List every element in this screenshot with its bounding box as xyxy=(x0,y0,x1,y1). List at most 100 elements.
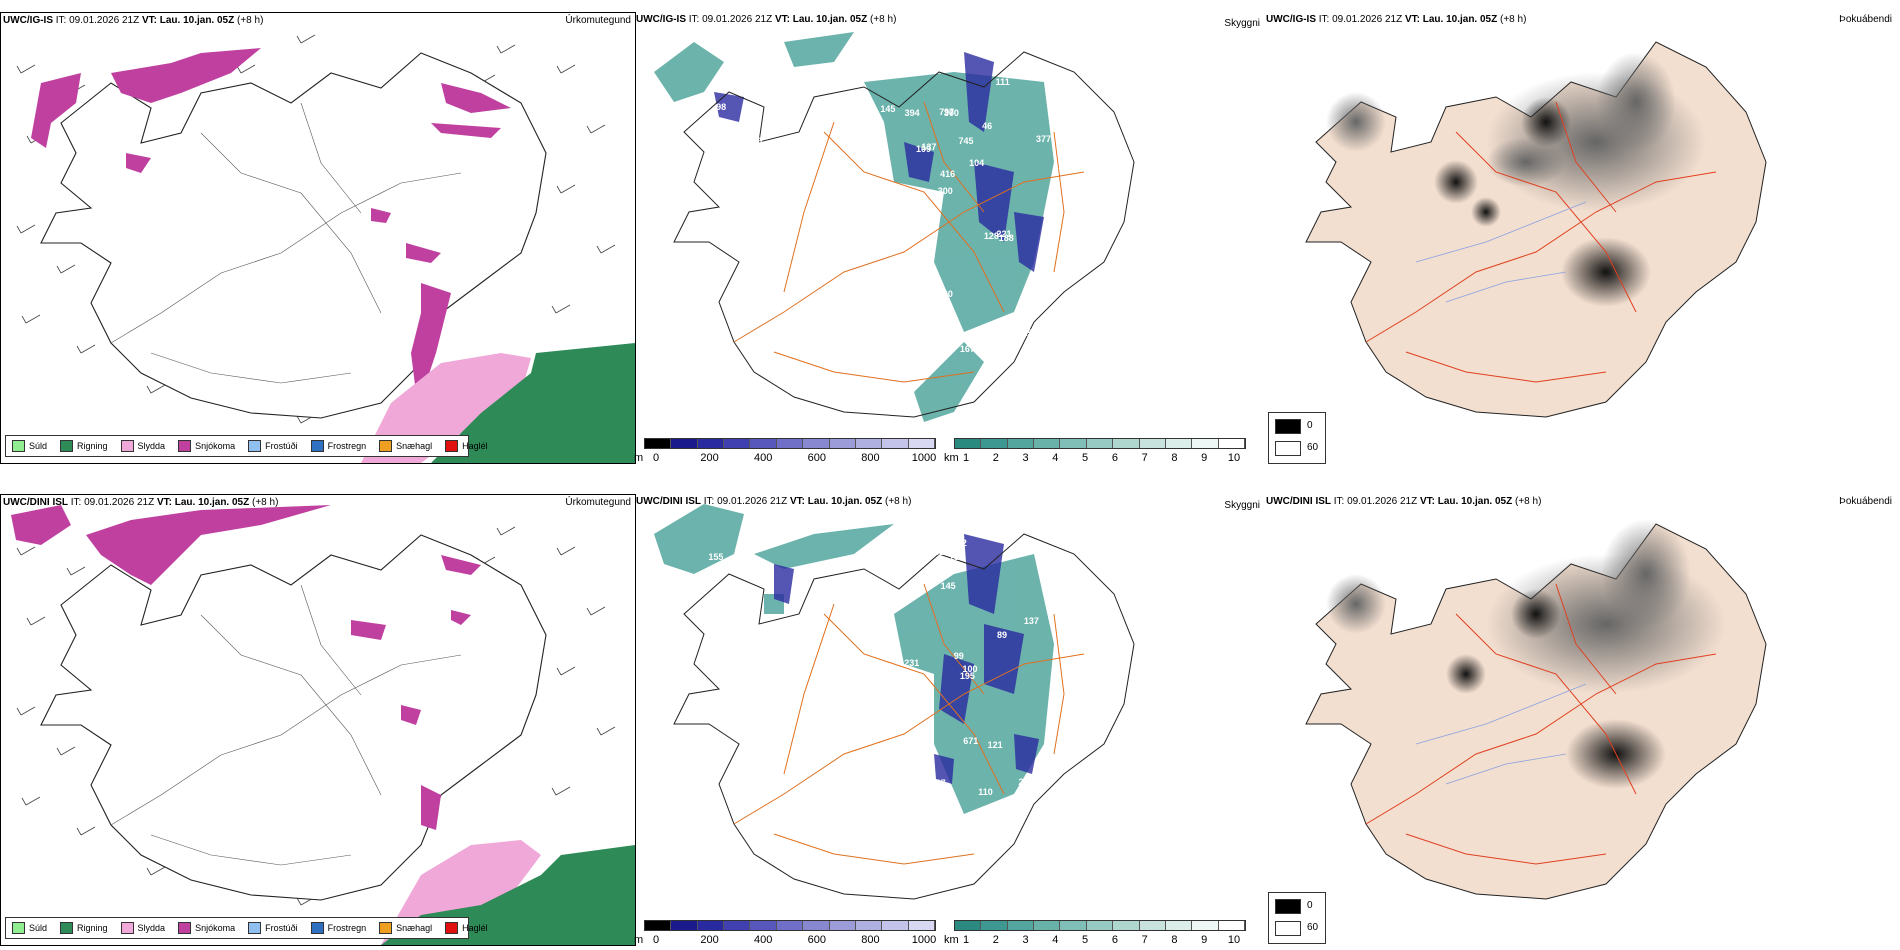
legend-swatch xyxy=(445,440,459,452)
value-label: 202 xyxy=(900,750,916,761)
colorbar-segment xyxy=(645,921,672,930)
legend-item: Snjókoma xyxy=(178,440,235,452)
colorbar-segment xyxy=(697,439,725,448)
it-label: IT: xyxy=(1333,496,1345,507)
colorbar-tick: 8 xyxy=(1171,934,1178,946)
panel-title-precip: Úrkomutegund xyxy=(565,497,631,508)
fog-legend-label: 0 xyxy=(1307,420,1313,431)
legend-label: Snæhagl xyxy=(396,923,433,933)
value-label: 790 xyxy=(899,302,915,313)
value-label: 127 xyxy=(930,778,946,789)
colorbar-tick: 400 xyxy=(754,934,773,946)
colorbar-tick: 0 xyxy=(652,934,660,946)
colorbar-tick: 2 xyxy=(992,934,999,946)
header-row1-precip: UWC/IG-IS IT: 09.01.2026 21Z VT: Lau. 10… xyxy=(3,15,263,26)
rivers xyxy=(1415,683,1587,785)
colorbar-segment xyxy=(1218,439,1245,448)
value-label: 797 xyxy=(939,106,955,117)
colorbar-segment xyxy=(1113,439,1140,448)
cloud-map-row1: UWC/IG-IS IT: 09.01.2026 21Z VT: Lau. 10… xyxy=(634,12,1266,467)
lead-time: (+8 h) xyxy=(1500,14,1527,25)
visibility-colorbar: km 1 2 3 4 5 6 7 8 9 10 xyxy=(944,438,1246,466)
legend-label: Haglél xyxy=(462,923,488,933)
colorbar-segment xyxy=(1139,439,1166,448)
legend-swatch xyxy=(60,922,74,934)
snow-areas xyxy=(31,48,511,393)
value-label: 99 xyxy=(941,823,952,834)
header-row1-cloud: UWC/IG-IS IT: 09.01.2026 21Z VT: Lau. 10… xyxy=(636,14,896,25)
colorbar-segment xyxy=(981,921,1008,930)
value-label: 257 xyxy=(737,548,753,559)
colorbar-tick: 4 xyxy=(1052,934,1059,946)
legend-item: Slydda xyxy=(120,922,165,934)
cloud-map-row2: UWC/DINI ISL IT: 09.01.2026 21Z VT: Lau.… xyxy=(634,494,1266,949)
colorbar-tick: 600 xyxy=(807,452,826,464)
legend-item: Rigning xyxy=(60,922,108,934)
fog-swatch-high xyxy=(1275,441,1301,456)
colorbar-tick: 1 xyxy=(962,934,970,946)
value-label: 225 xyxy=(1017,327,1033,338)
legend-swatch xyxy=(12,922,25,934)
value-label: 100 xyxy=(962,664,978,675)
colorbar-strip xyxy=(644,438,936,449)
colorbar-segment xyxy=(1192,439,1219,448)
colorbar-tick: 2 xyxy=(992,452,999,464)
colorbar-tick: 800 xyxy=(861,934,880,946)
vt-label: VT: xyxy=(156,497,172,508)
colorbar-tick: 0 xyxy=(652,452,660,464)
fog-map-row1: UWC/IG-IS IT: 09.01.2026 21Z VT: Lau. 10… xyxy=(1266,12,1900,467)
value-label: 207 xyxy=(701,610,717,621)
value-label: 241 xyxy=(898,717,914,728)
value-label: 99 xyxy=(953,651,964,662)
legend-swatch xyxy=(379,440,393,452)
colorbar-segment xyxy=(1086,439,1114,448)
colorbar-tick: 10 xyxy=(1227,452,1241,464)
value-label: 195 xyxy=(959,670,975,681)
roads xyxy=(110,102,462,384)
value-label: 137 xyxy=(1023,616,1039,627)
header-row1-fog: UWC/IG-IS IT: 09.01.2026 21Z VT: Lau. 10… xyxy=(1266,14,1526,25)
legend-item: Súld xyxy=(12,440,47,452)
colorbar-tick: 8 xyxy=(1171,452,1178,464)
precip-legend: Súld Rigning Slydda Snjókoma Frostúði Fr… xyxy=(5,435,488,457)
height-colorbar: m 0 200 400 600 800 1000 xyxy=(634,920,944,948)
colorbar-segment xyxy=(803,921,830,930)
legend-item: Snæhagl xyxy=(379,922,432,934)
precip-map-row2: UWC/DINI ISL IT: 09.01.2026 21Z VT: Lau.… xyxy=(0,494,636,946)
lead-time: (+8 h) xyxy=(237,15,264,26)
legend-swatch xyxy=(248,440,262,452)
rivers xyxy=(1415,201,1587,303)
vt-time: Lau. 10.jan. 05Z xyxy=(792,14,868,25)
value-label: 293 xyxy=(927,813,943,824)
precip-map-row1: UWC/IG-IS IT: 09.01.2026 21Z VT: Lau. 10… xyxy=(0,12,636,464)
colorbar-segment xyxy=(1165,439,1193,448)
colorbar-segment xyxy=(724,921,751,930)
colorbar-segment xyxy=(955,921,982,930)
colorbar-tick: 800 xyxy=(861,452,880,464)
fog-map-canvas xyxy=(1305,41,1767,418)
it-time: 09.01.2026 21Z xyxy=(1347,496,1418,507)
colorbar-segment xyxy=(1034,439,1061,448)
fog-legend-label: 60 xyxy=(1307,922,1319,933)
colorbar-segment xyxy=(829,921,856,930)
wind-barbs xyxy=(16,526,616,906)
legend-swatch xyxy=(248,922,262,934)
value-label: 59 xyxy=(698,93,709,104)
header-row2-precip: UWC/DINI ISL IT: 09.01.2026 21Z VT: Lau.… xyxy=(3,497,278,508)
value-label: 110 xyxy=(978,786,993,797)
it-label: IT: xyxy=(688,14,700,25)
panel-title-cloud: Skyggni xyxy=(1224,18,1260,29)
colorbar-segment xyxy=(724,439,751,448)
colorbar-segment xyxy=(776,921,804,930)
colorbar-tick: 5 xyxy=(1082,452,1089,464)
it-time: 09.01.2026 21Z xyxy=(1332,14,1403,25)
value-label: 319 xyxy=(878,695,894,706)
roads xyxy=(733,101,1085,383)
value-label: 109 xyxy=(915,144,932,155)
value-label: 221 xyxy=(996,229,1012,240)
colorbar-strip xyxy=(954,920,1246,931)
fog-swatch-low xyxy=(1275,419,1301,434)
colorbar-tick: 10 xyxy=(1227,934,1241,946)
legend-item: Snjókoma xyxy=(178,922,235,934)
value-label: 803 xyxy=(886,332,902,343)
